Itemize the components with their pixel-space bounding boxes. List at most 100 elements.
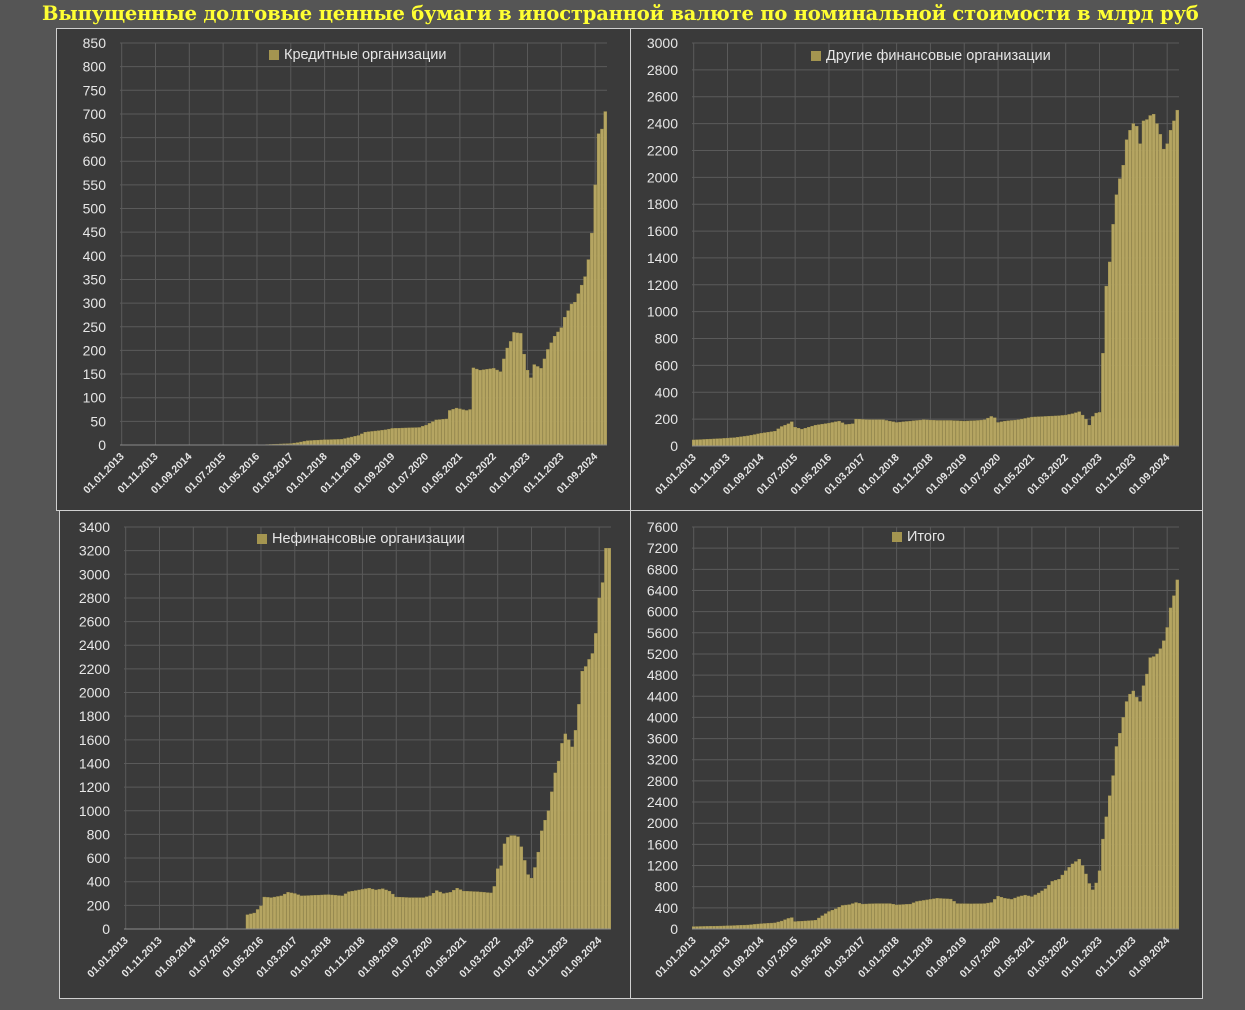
bar — [323, 894, 327, 930]
chart-panel-other-financial-organizations: 0 200 400 600 800 1000 1200 1400 1600 1800 2000 220… — [630, 28, 1203, 511]
bar — [712, 438, 716, 447]
bar — [1030, 416, 1034, 447]
bar — [1155, 653, 1159, 930]
bar — [370, 431, 374, 446]
bar — [803, 428, 807, 447]
bar — [1118, 733, 1122, 930]
y-tick-label: 3400 — [79, 519, 110, 535]
y-tick-label: 2800 — [79, 590, 110, 606]
y-tick-label: 1000 — [79, 803, 110, 819]
bar — [1023, 894, 1027, 930]
legend-swatch — [269, 50, 279, 60]
bar — [330, 894, 334, 930]
bar — [346, 437, 350, 446]
bar — [959, 420, 963, 447]
bar — [266, 897, 270, 930]
bar — [546, 810, 551, 930]
bar — [1067, 414, 1071, 447]
bar — [871, 419, 875, 447]
bar — [293, 893, 297, 930]
bar — [272, 896, 277, 930]
chart-panel-credit-organizations: 0 50 100 150 200 250 300 350 400 450 500 550 600 650 7… — [56, 28, 631, 511]
bar — [408, 897, 412, 930]
bar — [891, 904, 895, 930]
bar — [932, 898, 936, 930]
bar — [935, 898, 939, 930]
bar — [536, 851, 540, 930]
bar — [1060, 874, 1064, 930]
bar — [519, 846, 524, 930]
bar — [313, 895, 317, 930]
bar — [472, 891, 476, 930]
bar — [878, 419, 882, 447]
bar — [993, 417, 997, 447]
bar — [763, 923, 767, 930]
bar — [1155, 123, 1159, 447]
bar — [269, 897, 273, 930]
bar — [901, 904, 906, 930]
y-tick-label: 400 — [655, 900, 679, 916]
bar — [441, 419, 445, 446]
y-tick-label: 200 — [83, 342, 107, 358]
bar — [461, 409, 465, 446]
bar — [692, 439, 696, 447]
y-tick-label: 1000 — [647, 304, 678, 320]
bar — [1111, 775, 1115, 930]
bar — [881, 903, 885, 930]
bar — [370, 888, 375, 930]
y-tick-label: 2600 — [79, 614, 110, 630]
bar — [435, 890, 439, 930]
bar — [813, 920, 818, 930]
chart-non-financial-organizations: 0 200 400 600 800 1000 1200 1400 1600 1800 2000 220… — [79, 519, 611, 980]
bar — [542, 358, 547, 446]
bar — [431, 421, 435, 446]
y-tick-label: 1200 — [79, 779, 110, 795]
bar — [417, 427, 421, 446]
bar — [451, 409, 455, 446]
bar — [502, 843, 507, 930]
bar — [739, 925, 743, 930]
bar — [343, 438, 347, 446]
bar — [526, 874, 530, 930]
y-tick-label: 600 — [83, 153, 107, 169]
bar — [1053, 415, 1058, 447]
y-tick-label: 2800 — [647, 62, 678, 78]
bar — [350, 436, 354, 446]
bar — [418, 897, 422, 930]
bar — [1158, 134, 1163, 447]
bar — [793, 921, 797, 930]
legend-swatch — [257, 534, 267, 544]
bar — [414, 427, 418, 446]
bar — [604, 548, 608, 930]
y-tick-label: 2000 — [647, 815, 678, 831]
bar — [1077, 411, 1081, 447]
bar — [972, 903, 977, 930]
bar — [756, 923, 760, 930]
y-tick-label: 3000 — [647, 35, 678, 51]
bar — [1141, 120, 1146, 447]
bar — [881, 419, 885, 447]
bar — [431, 893, 436, 930]
bar — [353, 436, 357, 446]
bar — [1165, 143, 1169, 447]
bar — [411, 897, 415, 930]
legend-label: Кредитные организации — [284, 47, 447, 63]
bar — [1047, 884, 1051, 930]
bar — [310, 895, 314, 930]
bar — [982, 903, 987, 930]
bar — [928, 899, 933, 930]
y-tick-label: 5600 — [647, 625, 678, 641]
bar — [803, 920, 807, 930]
bar — [922, 900, 926, 930]
y-tick-label: 1800 — [79, 708, 110, 724]
bar — [384, 889, 388, 930]
bar — [512, 332, 516, 446]
bar — [425, 896, 429, 930]
bar — [462, 890, 466, 930]
bar — [769, 431, 774, 447]
y-tick-label: 2400 — [647, 794, 678, 810]
y-tick-label: 650 — [83, 130, 107, 146]
bar — [1020, 418, 1024, 447]
y-tick-label: 4000 — [647, 709, 678, 725]
y-tick-label: 350 — [83, 271, 107, 287]
